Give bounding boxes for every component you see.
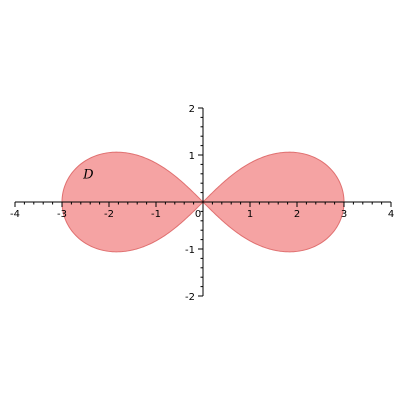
tick-labels: -4 -3 -2 -1 0 1 2 3 4 -2 -1 1 2 <box>10 104 394 303</box>
tick-marks <box>14 107 392 297</box>
x-tick-label: 1 <box>247 209 253 220</box>
y-tick-label: -2 <box>185 292 195 303</box>
region-label: D <box>82 168 94 183</box>
x-tick-label: 2 <box>294 209 300 220</box>
axes <box>15 108 391 296</box>
x-tick-label: -3 <box>57 209 67 220</box>
y-tick-label: -1 <box>185 245 195 256</box>
x-tick-label: -4 <box>10 209 20 220</box>
y-tick-label: 2 <box>189 104 195 115</box>
x-tick-label: -2 <box>104 209 114 220</box>
y-tick-label: 1 <box>189 151 195 162</box>
x-tick-label: 3 <box>341 209 347 220</box>
x-tick-label: 0 <box>195 209 201 220</box>
x-tick-label: -1 <box>151 209 161 220</box>
x-tick-label: 4 <box>388 209 394 220</box>
